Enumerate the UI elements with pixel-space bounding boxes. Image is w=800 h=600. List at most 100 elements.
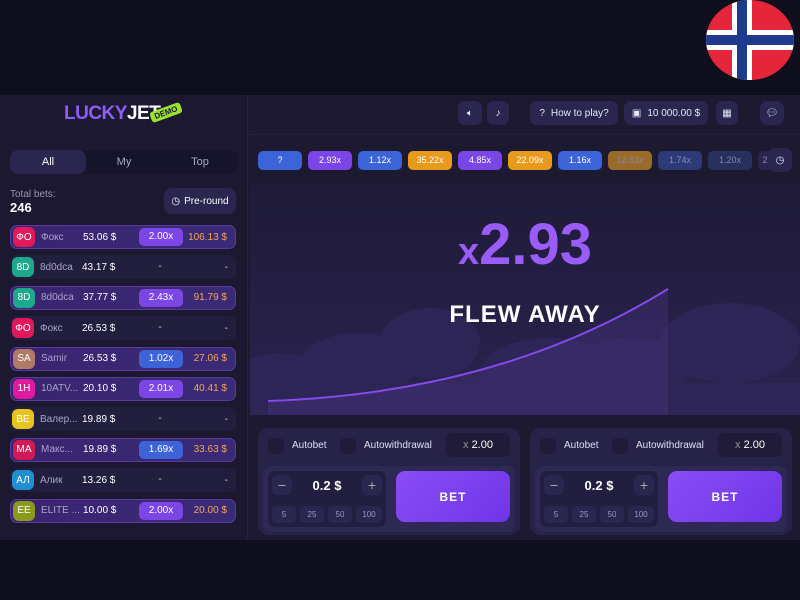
bet-controls: − 0.2 $ + 5 25 50 100 BET	[535, 466, 787, 532]
game-canvas: x2.93 FLEW AWAY	[250, 183, 800, 415]
quick-amount-button[interactable]: 100	[356, 506, 382, 523]
win-amount: -	[224, 413, 228, 425]
decrease-button[interactable]: −	[272, 475, 292, 495]
cashout-multiplier: -	[158, 413, 162, 425]
bet-amount: 13.26 $	[82, 474, 116, 486]
sound-button[interactable]: 🔈︎	[458, 101, 482, 125]
win-amount: 106.13 $	[188, 231, 227, 243]
player-name: 8d0dca	[41, 292, 74, 304]
history-chip: 22.09x	[508, 151, 552, 170]
avatar: ВЕ	[12, 409, 34, 430]
autowithdrawal-input[interactable]: x 2.00	[446, 433, 510, 457]
tab-my[interactable]: My	[116, 156, 132, 168]
player-name: Макс...	[41, 444, 73, 456]
total-bets-count: 246	[10, 200, 32, 215]
autobet-checkbox[interactable]	[540, 438, 556, 454]
menu-button[interactable]: ▦	[716, 101, 738, 125]
quick-amount-button[interactable]: 5	[272, 506, 296, 523]
cashout-multiplier: -	[158, 261, 162, 273]
clock-icon: ◷	[775, 154, 785, 166]
stake-input[interactable]: 0.2 $	[584, 478, 614, 493]
bet-panel: Autobet Autowithdrawal x 2.00 − 0.2 $ + …	[530, 428, 792, 535]
history-chip: 1.12x	[358, 151, 402, 170]
tab-all[interactable]: All	[10, 150, 86, 174]
bet-row: АЛ Алик 13.26 $ - -	[10, 468, 236, 493]
grid-icon: ▦	[722, 107, 732, 119]
bet-row: ФО Фокс 53.06 $ 2.00x 106.13 $	[10, 225, 236, 249]
autowithdrawal-checkbox[interactable]	[612, 438, 628, 454]
quick-amount-button[interactable]: 50	[600, 506, 624, 523]
cashout-multiplier: 2.00x	[139, 501, 183, 520]
bet-amount: 19.89 $	[82, 413, 116, 425]
quick-amount-button[interactable]: 100	[628, 506, 654, 523]
bet-row: SA Samir 26.53 $ 1.02x 27.06 $	[10, 346, 236, 371]
clock-icon: ◷	[171, 195, 181, 207]
total-bets-label: Total bets:	[10, 189, 56, 200]
crash-multiplier: x2.93	[457, 212, 593, 277]
player-name: ELITE ...	[41, 505, 80, 517]
quick-amount-button[interactable]: 5	[544, 506, 568, 523]
win-amount: 27.06 $	[193, 353, 227, 365]
quick-amount-button[interactable]: 50	[328, 506, 352, 523]
avatar: МА	[13, 439, 35, 460]
avatar: SA	[13, 348, 35, 369]
tab-top[interactable]: Top	[191, 156, 209, 168]
bets-tabs: All My Top	[10, 150, 238, 174]
question-icon: ?	[539, 107, 545, 119]
player-name: Фокс	[41, 231, 64, 243]
chat-button[interactable]: 💬︎	[760, 101, 784, 125]
game-app: LUCKYJET DEMO All My Top Total bets: 246…	[0, 95, 800, 540]
autobet-checkbox[interactable]	[268, 438, 284, 454]
music-button[interactable]: ♪	[487, 101, 509, 125]
cashout-multiplier: -	[158, 322, 162, 334]
stake-stepper: − 0.2 $ + 5 25 50 100	[268, 471, 386, 527]
increase-button[interactable]: +	[634, 475, 654, 495]
stake-input[interactable]: 0.2 $	[312, 478, 342, 493]
autobet-label: Autobet	[564, 440, 599, 451]
win-amount: 91.79 $	[193, 292, 227, 304]
win-amount: 20.00 $	[193, 505, 227, 517]
speaker-icon: 🔈︎	[467, 107, 473, 119]
bet-button[interactable]: BET	[668, 471, 782, 522]
flew-away-text: FLEW AWAY	[449, 301, 601, 328]
history-button[interactable]: ◷	[768, 148, 792, 172]
player-name: Валер...	[40, 413, 78, 425]
quick-amount-button[interactable]: 25	[300, 506, 324, 523]
avatar: EE	[13, 500, 35, 521]
chat-icon: 💬︎	[765, 107, 779, 119]
player-name: Фокс	[40, 322, 63, 334]
win-amount: 33.63 $	[193, 444, 227, 456]
autowithdrawal-checkbox[interactable]	[340, 438, 356, 454]
avatar: 8D	[13, 287, 35, 308]
quick-amount-button[interactable]: 25	[572, 506, 596, 523]
norway-flag-icon	[706, 0, 794, 80]
win-amount: 40.41 $	[193, 383, 227, 395]
bet-amount: 43.17 $	[82, 261, 116, 273]
stake-stepper: − 0.2 $ + 5 25 50 100	[540, 471, 658, 527]
increase-button[interactable]: +	[362, 475, 382, 495]
bet-amount: 37.77 $	[83, 292, 117, 304]
bet-amount: 10.00 $	[83, 505, 117, 517]
bet-row: МА Макс... 19.89 $ 1.69x 33.63 $	[10, 437, 236, 462]
bet-row: 1H 10ATV... 20.10 $ 2.01x 40.41 $	[10, 376, 236, 401]
bet-amount: 19.89 $	[83, 444, 117, 456]
bet-button[interactable]: BET	[396, 471, 510, 522]
autowithdrawal-input[interactable]: x 2.00	[718, 433, 782, 457]
wallet-icon: ▣	[631, 107, 642, 119]
history-chip: 35.22x	[408, 151, 452, 170]
decrease-button[interactable]: −	[544, 475, 564, 495]
multiplier-history: ? 2.93x 1.12x 35.22x 4.85x 22.09x 1.16x 12.63x 1…	[258, 151, 772, 170]
bet-panel: Autobet Autowithdrawal x 2.00 − 0.2 $ + …	[258, 428, 520, 535]
music-note-icon: ♪	[495, 107, 501, 119]
bet-row: 8D 8d0dca 43.17 $ - -	[10, 255, 236, 280]
bet-amount: 26.53 $	[82, 322, 116, 334]
bet-controls: − 0.2 $ + 5 25 50 100 BET	[263, 466, 515, 532]
bet-row: 8D 8d0dca 37.77 $ 2.43x 91.79 $	[10, 285, 236, 310]
history-chip: 1.16x	[558, 151, 602, 170]
history-chip: ?	[258, 151, 302, 170]
preround-button[interactable]: ◷ Pre-round	[164, 188, 236, 214]
player-name: 10ATV...	[41, 383, 79, 395]
bet-amount: 26.53 $	[83, 353, 117, 365]
top-bar: 🔈︎ ♪ ? How to play? ▣ 10 000.00 $ ▦ 💬︎	[250, 95, 800, 135]
how-to-play-button[interactable]: ? How to play?	[530, 101, 618, 125]
